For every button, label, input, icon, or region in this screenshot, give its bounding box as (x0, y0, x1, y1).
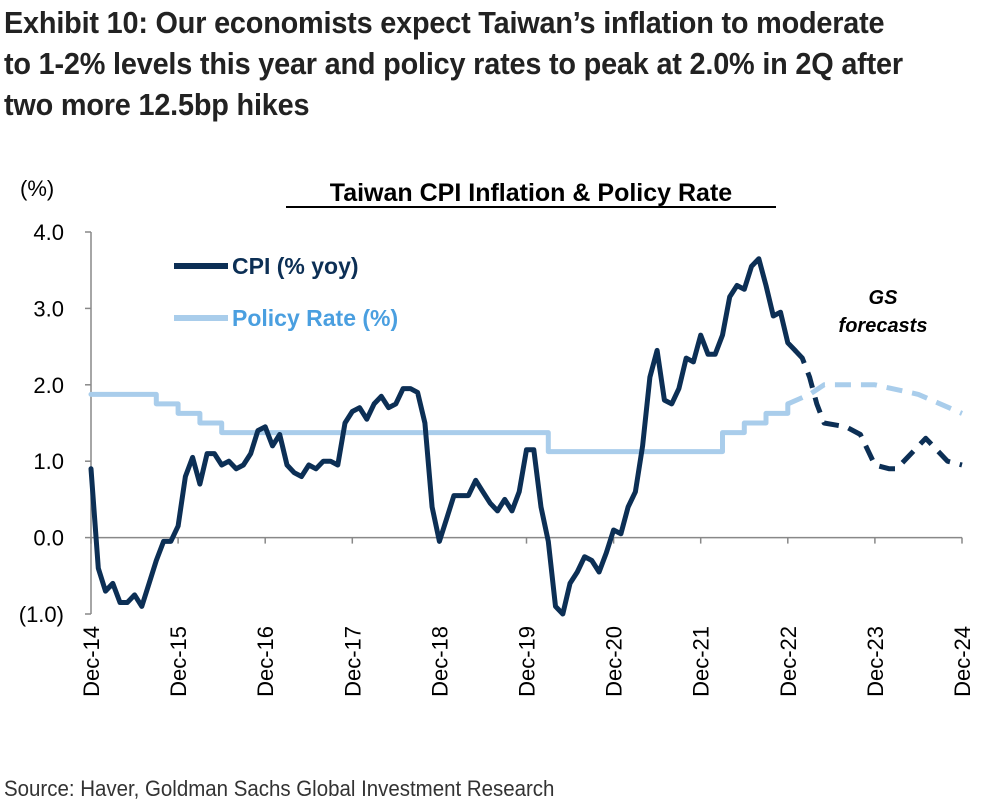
forecast-annotation-line1: GS (869, 287, 899, 309)
x-tick-label: Dec-22 (776, 626, 801, 697)
source-note: Source: Haver, Goldman Sachs Global Inve… (4, 776, 555, 801)
x-tick-label: Dec-20 (602, 626, 627, 697)
x-tick-label: Dec-17 (340, 626, 365, 697)
y-tick-label: 2.0 (33, 373, 64, 398)
x-tick-label: Dec-18 (427, 626, 452, 697)
y-tick-label: 3.0 (33, 296, 64, 321)
x-tick-label: Dec-14 (79, 626, 104, 697)
chart-title: Taiwan CPI Inflation & Policy Rate (330, 179, 732, 207)
series-layer (88, 256, 963, 617)
y-tick-label: 4.0 (33, 220, 64, 245)
x-tick-label: Dec-15 (166, 626, 191, 697)
exhibit-title: Exhibit 10: Our economists expect Taiwan… (4, 5, 903, 122)
y-tick-label: 1.0 (33, 449, 64, 474)
legend-label-policy-rate: Policy Rate (%) (232, 305, 398, 331)
x-tick-label: Dec-23 (863, 626, 888, 697)
y-tick-label: (1.0) (19, 602, 64, 627)
cpi-line (88, 256, 798, 617)
y-axis-label: (%) (20, 176, 54, 201)
x-tick-label: Dec-21 (689, 626, 714, 697)
legend-label-cpi: CPI (% yoy) (232, 253, 359, 279)
policy-rate-line (88, 391, 791, 455)
x-tick-label: Dec-24 (950, 626, 975, 697)
x-tick-label: Dec-19 (515, 626, 540, 697)
legend: CPI (% yoy) Policy Rate (%) (174, 253, 398, 331)
axis-layer: 4.0 3.0 2.0 1.0 0.0 (1.0) Dec-14 Dec-15 Dec-16 De… (19, 220, 975, 697)
policy-rate-forecast-line (786, 382, 963, 416)
cpi-forecast-line (793, 348, 963, 472)
y-tick-label: 0.0 (33, 526, 64, 551)
x-tick-label: Dec-16 (253, 626, 278, 697)
forecast-annotation-line2: forecasts (839, 315, 928, 337)
